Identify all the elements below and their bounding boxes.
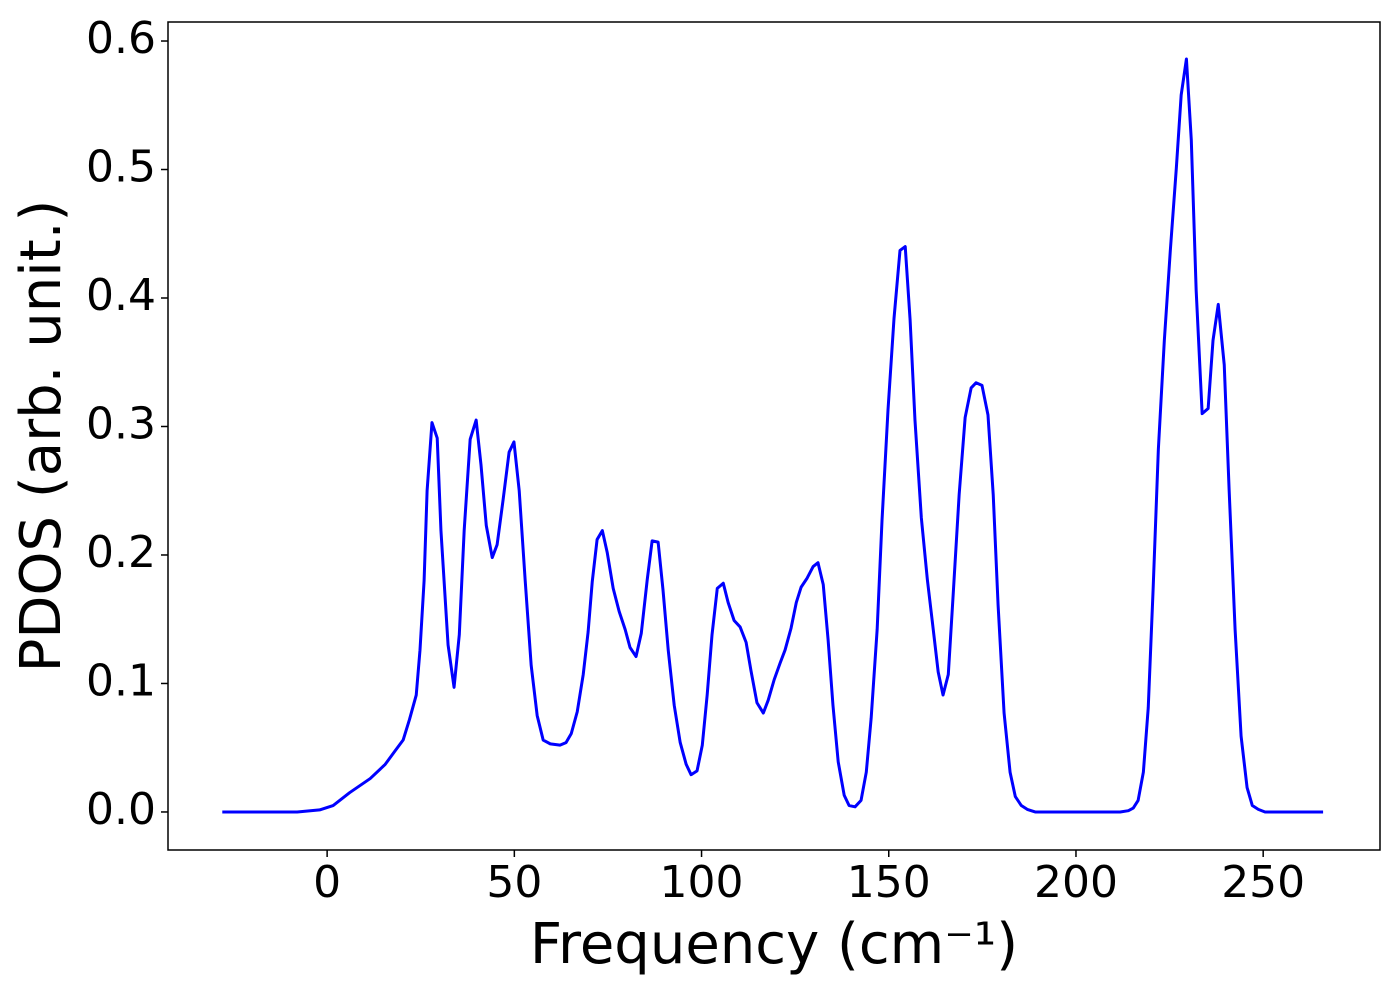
x-tick-label: 200 [1034, 857, 1118, 908]
y-tick-label: 0.1 [86, 655, 156, 706]
x-tick-label: 100 [660, 857, 744, 908]
x-tick-label: 0 [313, 857, 341, 908]
y-tick-label: 0.2 [86, 527, 156, 578]
y-axis-label: PDOS (arb. unit.) [9, 200, 74, 673]
y-tick-label: 0.3 [86, 398, 156, 449]
pdos-line [222, 57, 1324, 814]
plot-frame [167, 21, 1381, 851]
x-tick-label: 50 [486, 857, 542, 908]
y-tick-label: 0.4 [86, 270, 156, 321]
x-tick-label: 250 [1221, 857, 1305, 908]
y-tick-label: 0.6 [86, 13, 156, 64]
x-tick-label: 150 [847, 857, 931, 908]
x-axis-label: Frequency (cm⁻¹) [530, 912, 1018, 977]
y-tick-label: 0.5 [86, 142, 156, 193]
y-tick-label: 0.0 [86, 784, 156, 835]
